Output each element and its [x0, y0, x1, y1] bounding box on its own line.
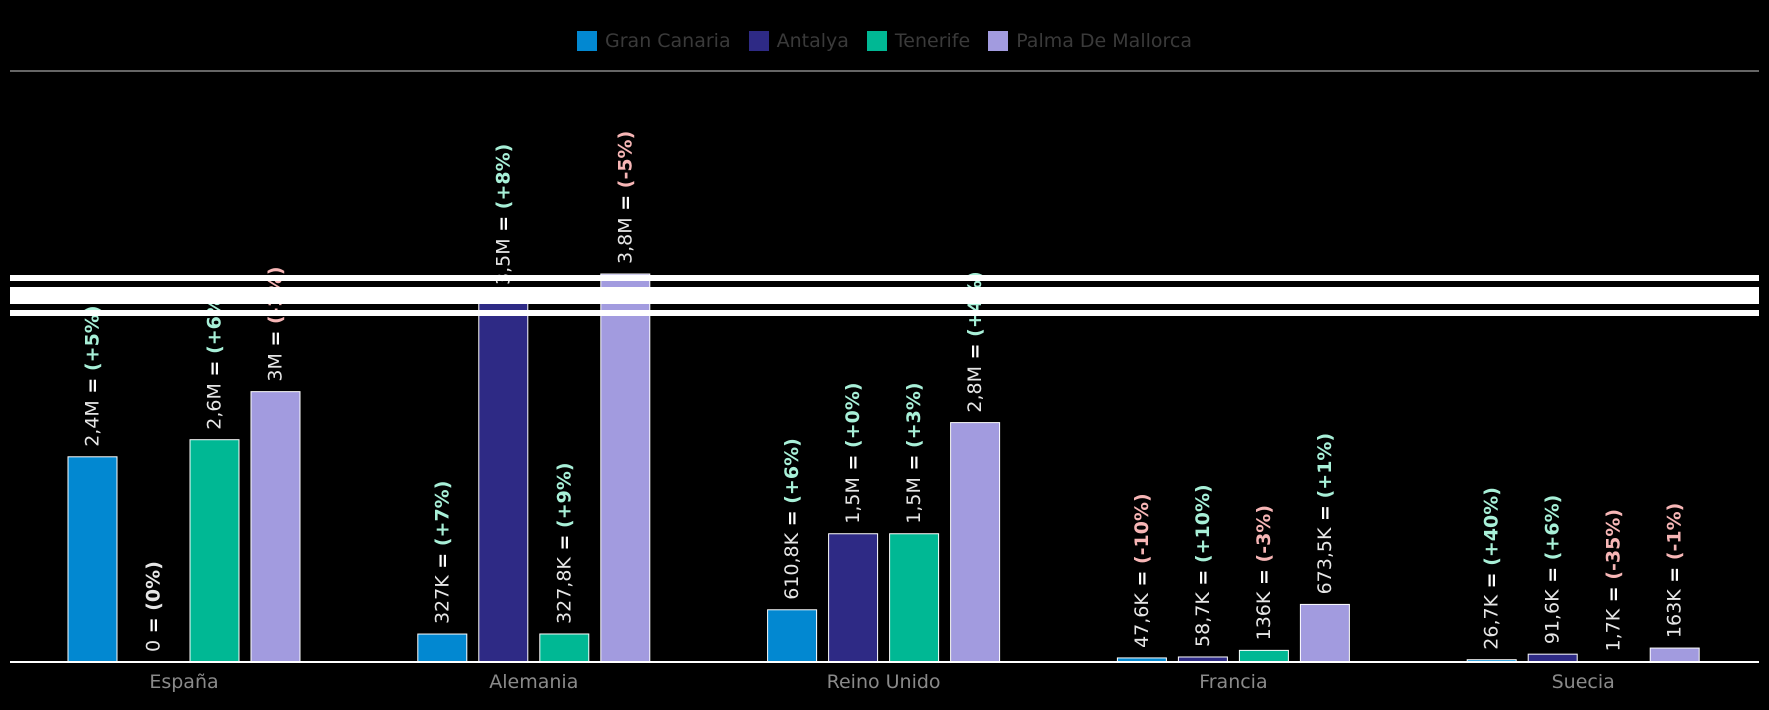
bar	[828, 533, 879, 663]
legend-swatch	[866, 31, 887, 51]
legend-label: Palma De Mallorca	[1016, 30, 1192, 52]
data-label: 3M = (-1%)	[265, 266, 287, 381]
axis-break-band	[10, 287, 1759, 304]
bar	[1238, 649, 1289, 663]
data-label: 327K = (+7%)	[431, 481, 453, 624]
data-label: 26,7K = (+40%)	[1481, 487, 1503, 650]
data-label: 2,6M = (+6%)	[204, 288, 226, 429]
bar	[1649, 647, 1700, 663]
legend-swatch	[748, 31, 769, 51]
category-label: Reino Unido	[827, 671, 941, 693]
data-label: 610,8K = (+6%)	[781, 438, 803, 600]
bar	[478, 294, 529, 663]
bar	[189, 439, 240, 663]
data-label: 136K = (-3%)	[1253, 505, 1275, 640]
bar	[417, 633, 468, 663]
legend-item[interactable]: Tenerife	[866, 30, 971, 52]
bar	[67, 456, 118, 663]
bar	[539, 633, 590, 663]
data-label: 1,5M = (+3%)	[903, 382, 925, 523]
data-label: 0 = (0%)	[143, 561, 165, 652]
data-label: 2,4M = (+5%)	[82, 305, 104, 446]
bar	[889, 533, 940, 663]
data-label: 91,6K = (+6%)	[1542, 495, 1564, 644]
legend-label: Gran Canaria	[605, 30, 731, 52]
data-label: 673,5K = (+1%)	[1314, 433, 1336, 595]
bar	[1527, 653, 1578, 663]
bar	[767, 609, 818, 663]
data-label: 1,7K = (-35%)	[1603, 509, 1625, 652]
bar	[1299, 603, 1350, 663]
legend-swatch	[988, 31, 1009, 51]
legend-label: Antalya	[776, 30, 849, 52]
data-label: 58,7K = (+10%)	[1192, 484, 1214, 647]
data-label: 3,8M = (-5%)	[614, 131, 636, 264]
axis-break-line	[10, 310, 1759, 316]
legend-item[interactable]: Antalya	[748, 30, 849, 52]
axis-break-line	[10, 275, 1759, 281]
data-label: 3,5M = (+8%)	[492, 144, 514, 285]
data-label: 1,5M = (+0%)	[842, 382, 864, 523]
data-label: 327,8K = (+9%)	[553, 462, 575, 624]
data-label: 47,6K = (-10%)	[1131, 493, 1153, 648]
legend-label: Tenerife	[894, 30, 971, 52]
category-label: Alemania	[489, 671, 578, 693]
category-label: España	[149, 671, 218, 693]
category-label: Suecia	[1552, 671, 1615, 693]
legend: Gran Canaria Antalya Tenerife Palma De Mall…	[0, 30, 1769, 52]
category-label: Francia	[1199, 671, 1267, 693]
bar	[250, 391, 301, 663]
bar	[600, 273, 651, 663]
data-label: 163K = (-1%)	[1664, 503, 1686, 638]
legend-swatch	[577, 31, 598, 51]
legend-item[interactable]: Gran Canaria	[577, 30, 731, 52]
bar	[950, 422, 1001, 663]
legend-item[interactable]: Palma De Mallorca	[988, 30, 1192, 52]
